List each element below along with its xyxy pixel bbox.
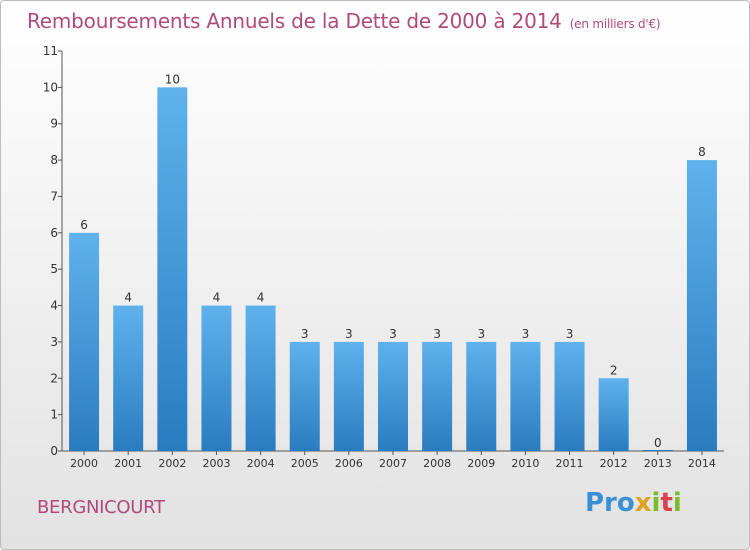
y-tick-label: 3 [50, 335, 58, 349]
bar-value-label: 3 [389, 327, 397, 341]
bar [69, 232, 100, 451]
y-tick-label: 7 [50, 189, 58, 203]
bar-value-label: 3 [301, 327, 309, 341]
y-tick-label: 5 [50, 262, 58, 276]
logo-part-4: t [660, 488, 673, 518]
x-tick-label: 2010 [511, 457, 539, 470]
bar [686, 160, 717, 451]
logo-part-2: x [634, 488, 652, 518]
chart-title: Remboursements Annuels de la Dette de 20… [27, 9, 661, 33]
y-tick-label: 11 [43, 44, 58, 58]
y-tick-label: 8 [50, 153, 58, 167]
bar [554, 341, 585, 451]
bar-value-label: 3 [566, 327, 574, 341]
bar-value-label: 3 [522, 327, 530, 341]
y-tick-label: 6 [50, 226, 58, 240]
logo-part-3: i [651, 488, 661, 518]
y-tick-label: 2 [50, 371, 58, 385]
bar-value-label: 4 [213, 291, 221, 305]
bar-value-label: 6 [80, 218, 88, 232]
x-tick-label: 2007 [379, 457, 407, 470]
x-tick-label: 2012 [600, 457, 628, 470]
bar [510, 341, 541, 451]
x-tick-label: 2009 [467, 457, 495, 470]
x-tick-label: 2003 [202, 457, 230, 470]
bar [157, 87, 188, 451]
bar [333, 341, 364, 451]
bar [378, 341, 408, 451]
chart-bars [69, 87, 717, 451]
logo-part-5: i [672, 488, 682, 518]
x-tick-label: 2013 [644, 457, 672, 470]
bar-value-label: 3 [433, 327, 441, 341]
chart-labels: 6 4 10 4 4 3 3 3 3 3 3 3 2 0 8 [80, 72, 706, 450]
proxiti-logo: Proxiti [585, 488, 682, 518]
x-tick-label: 2000 [70, 457, 98, 470]
bar-value-label: 10 [165, 72, 180, 86]
x-tick-label: 2008 [423, 457, 451, 470]
bar [422, 341, 453, 451]
x-tick-label: 2006 [335, 457, 363, 470]
bar-value-label: 4 [124, 291, 132, 305]
bar-value-label: 3 [345, 327, 353, 341]
y-tick-label: 9 [50, 117, 58, 131]
bar [598, 378, 629, 451]
x-tick-label: 2004 [247, 457, 275, 470]
x-tick-label: 2005 [291, 457, 319, 470]
x-tick-label: 2002 [158, 457, 186, 470]
y-tick-label: 0 [50, 444, 58, 458]
commune-name: BERGNICOURT [37, 497, 165, 518]
x-tick-label: 2014 [688, 457, 716, 470]
chart-title-text: Remboursements Annuels de la Dette de 20… [27, 9, 562, 33]
bar-value-label: 4 [257, 291, 265, 305]
bar [466, 341, 497, 451]
bar-value-label: 0 [654, 436, 662, 450]
bar [113, 305, 144, 451]
chart-unit: (en milliers d'€) [569, 17, 661, 31]
y-tick-label: 4 [50, 299, 58, 313]
logo-part-1: Pro [585, 488, 635, 518]
bar [201, 305, 232, 451]
y-tick-label: 1 [50, 408, 58, 422]
y-tick-label: 10 [43, 80, 58, 94]
bar-value-label: 3 [477, 327, 485, 341]
bar-value-label: 8 [698, 145, 706, 159]
x-tick-label: 2001 [114, 457, 142, 470]
x-tick-label: 2011 [556, 457, 584, 470]
bar [245, 305, 276, 451]
bar-value-label: 2 [610, 363, 618, 377]
bar [289, 341, 320, 451]
